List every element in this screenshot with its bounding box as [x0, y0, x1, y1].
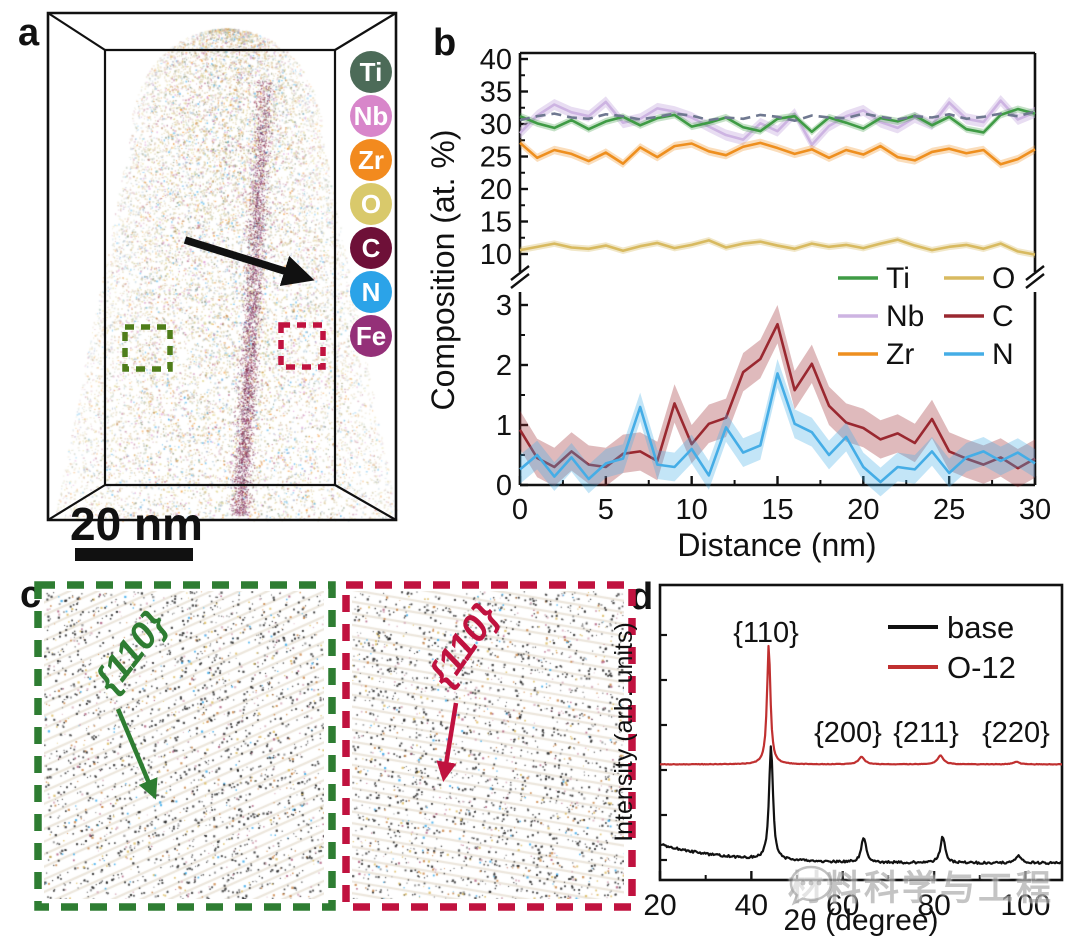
- b-ytick-label: 10: [480, 239, 512, 271]
- d-xlabel: 2θ (degree): [783, 904, 938, 937]
- green-roi-border: [34, 581, 336, 911]
- b-band-Ti: [520, 105, 1035, 137]
- panel-b-label: b: [433, 22, 457, 64]
- b-legend-label-O: O: [992, 262, 1015, 295]
- b-band-C: [520, 305, 1035, 488]
- b-ytick-label: 1: [496, 410, 512, 442]
- red-roi-border: [342, 581, 636, 911]
- b-band-N: [520, 359, 1035, 497]
- green-plane-label: {110}: [87, 603, 176, 700]
- element-legend: Ti Nb Zr OCN Fe: [350, 51, 392, 357]
- element-swatch-O: [350, 183, 392, 225]
- d-xtick-label: 40: [735, 889, 768, 922]
- b-ytick-label: 2: [496, 350, 512, 382]
- element-swatch-C: [350, 227, 392, 269]
- green-plane-arrow: [115, 708, 158, 800]
- b-line-O: [519, 238, 1036, 256]
- b-ytick-label: 20: [480, 174, 512, 206]
- b-xtick-label: 0: [512, 494, 528, 526]
- b-ylabel: Composition (at. %): [425, 130, 461, 411]
- element-symbol-O: O: [361, 189, 381, 219]
- scale-bar: [75, 548, 193, 561]
- b-line-Ti: [519, 107, 1036, 134]
- green-roi-canvas: [44, 591, 324, 899]
- b-legend-label-N: N: [992, 338, 1014, 371]
- b-legend-label-C: C: [992, 300, 1014, 333]
- green-roi-box: [122, 324, 173, 372]
- b-xtick-label: 5: [598, 494, 614, 526]
- b-line-Nb: [519, 99, 1036, 147]
- element-symbol-C: C: [362, 233, 381, 263]
- b-xtick-label: 20: [847, 494, 879, 526]
- b-ytick-label: 40: [480, 44, 512, 76]
- panel-d-label: d: [630, 576, 654, 618]
- d-frame: [658, 583, 1064, 882]
- red-plane-label: {110}: [421, 596, 507, 694]
- d-curve-base: [659, 745, 1063, 866]
- b-line-Zr: [519, 141, 1036, 166]
- red-roi-overlay: {110}: [342, 581, 636, 911]
- scale-bar-label: 20 nm: [70, 498, 203, 550]
- b-ytick-label: 15: [480, 207, 512, 239]
- b-ytick-label: 25: [480, 142, 512, 174]
- b-axis-break-left: [510, 265, 530, 289]
- element-swatch-Zr: [350, 139, 392, 181]
- bounding-box: [46, 11, 398, 522]
- d-legend: base O-12: [888, 610, 1016, 685]
- b-xtick-label: 15: [761, 494, 793, 526]
- element-swatch-Ti: [350, 51, 392, 93]
- b-xlabel: Distance (nm): [677, 527, 876, 563]
- b-legend-label-Zr: Zr: [886, 338, 914, 371]
- b-legend-label-Nb: Nb: [886, 300, 924, 333]
- b-xtick-label: 30: [1019, 494, 1051, 526]
- red-plane-arrow: [436, 702, 459, 782]
- d-peak-label-1: {200}: [814, 717, 882, 749]
- element-symbol-Nb: Nb: [354, 101, 389, 131]
- d-peak-label-0: {110}: [733, 617, 799, 649]
- b-line-ref: [519, 110, 1036, 123]
- b-line-N: [519, 372, 1036, 484]
- d-xtick-label: 20: [643, 889, 676, 922]
- element-symbol-Zr: Zr: [358, 145, 384, 175]
- element-swatch-Fe: [350, 315, 392, 357]
- b-xtick-label: 10: [676, 494, 708, 526]
- b-ytick-label: 35: [480, 77, 512, 109]
- element-symbol-N: N: [362, 277, 381, 307]
- element-symbol-Ti: Ti: [360, 57, 383, 87]
- element-symbol-Fe: Fe: [356, 321, 386, 351]
- b-legend: Ti Nb Zr OCN: [838, 262, 1015, 371]
- b-band-Zr: [520, 138, 1035, 169]
- b-legend-label-Ti: Ti: [886, 262, 910, 295]
- element-swatch-N: [350, 271, 392, 313]
- b-ytick-label: 30: [480, 109, 512, 141]
- analysis-direction-arrow: [183, 236, 315, 287]
- b-xtick-label: 25: [933, 494, 965, 526]
- b-ytick-label: 0: [496, 470, 512, 502]
- element-swatch-Nb: [350, 95, 392, 137]
- d-xtick-label: 80: [917, 889, 950, 922]
- d-xtick-label: 100: [1000, 889, 1050, 922]
- green-roi-overlay: {110}: [34, 581, 336, 911]
- apt-overlay: 20 nm Ti Nb Zr OCN Fe: [46, 11, 398, 561]
- red-roi-box: [278, 322, 326, 370]
- xrd-chart: 20 40 60 80 100 2θ (degree) Intensity (arb. un…: [610, 583, 1064, 937]
- b-axis-break-right: [1025, 265, 1045, 289]
- red-roi-canvas: [352, 591, 624, 899]
- d-ylabel: Intensity (arb. units): [610, 622, 638, 842]
- d-ticks: [658, 633, 1027, 880]
- d-curve-O-12: [659, 644, 1062, 766]
- d-peak-label-2: {211}: [893, 717, 959, 749]
- d-xtick-label: 60: [826, 889, 859, 922]
- b-ticks: [518, 57, 1037, 487]
- b-line-C: [518, 322, 1036, 470]
- d-legend-label-base: base: [947, 610, 1014, 645]
- b-ytick-label: 3: [496, 290, 512, 322]
- d-legend-label-O-12: O-12: [947, 650, 1016, 685]
- b-band-Nb: [520, 95, 1035, 151]
- d-peak-label-3: {220}: [982, 717, 1050, 749]
